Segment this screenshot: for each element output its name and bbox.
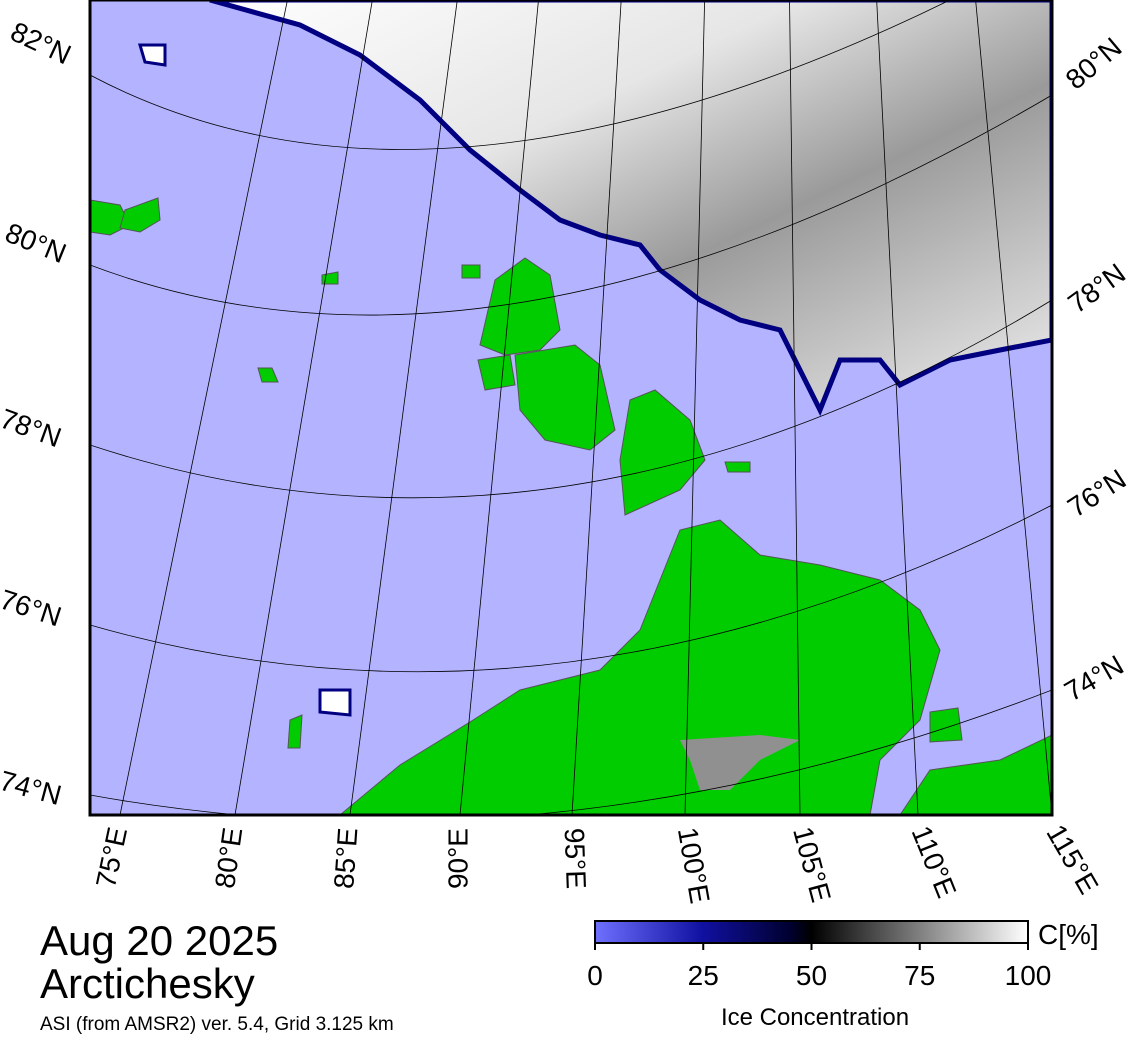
lon-label: 105°E bbox=[787, 823, 837, 905]
map-frame bbox=[88, 0, 1054, 817]
colorbar-tick-label: 0 bbox=[587, 960, 603, 991]
meridian bbox=[571, 0, 622, 815]
lat-label: 74°N bbox=[1059, 649, 1129, 707]
lon-label: 110°E bbox=[906, 821, 963, 902]
lat-label: 82°N bbox=[6, 16, 76, 71]
colorbar-tick-label: 25 bbox=[688, 960, 719, 991]
lat-label: 80°N bbox=[1060, 31, 1128, 95]
lat-label: 78°N bbox=[0, 403, 65, 454]
lon-label: 100°E bbox=[672, 825, 716, 906]
lat-label: 76°N bbox=[0, 584, 65, 633]
lat-label: 74°N bbox=[0, 765, 65, 811]
meridian bbox=[119, 0, 288, 815]
region: Arctichesky bbox=[40, 960, 255, 1007]
date: Aug 20 2025 bbox=[40, 917, 278, 964]
lon-label: 95°E bbox=[559, 827, 592, 889]
graticule bbox=[90, 0, 1052, 815]
lat-label: 78°N bbox=[1062, 257, 1131, 319]
colorbar-tick-label: 100 bbox=[1005, 960, 1052, 991]
lat-label: 80°N bbox=[1, 217, 71, 269]
meridian bbox=[975, 0, 1052, 815]
sea-ice bbox=[209, 0, 1052, 417]
meridian bbox=[349, 0, 458, 815]
meridian bbox=[789, 0, 801, 815]
lon-label: 80°E bbox=[209, 826, 248, 891]
lat-label: 76°N bbox=[1062, 463, 1131, 523]
lon-label: 115°E bbox=[1040, 819, 1104, 899]
lon-label: 90°E bbox=[442, 828, 473, 889]
land-ice bbox=[680, 735, 800, 790]
map bbox=[90, 0, 1052, 815]
ice-patch bbox=[318, 688, 352, 717]
colorbar bbox=[594, 920, 1029, 944]
colorbar-tick-label: 75 bbox=[904, 960, 935, 991]
colorbar-tick-label: 50 bbox=[796, 960, 827, 991]
lon-label: 75°E bbox=[90, 824, 133, 890]
meridian bbox=[459, 0, 539, 815]
meridian bbox=[876, 0, 919, 815]
source: ASI (from AMSR2) ver. 5.4, Grid 3.125 km bbox=[40, 1014, 394, 1035]
colorbar-title: Ice Concentration bbox=[721, 1004, 909, 1031]
colorbar-unit: C[%] bbox=[1038, 919, 1099, 950]
ice-patch bbox=[137, 43, 167, 67]
lon-label: 85°E bbox=[328, 827, 363, 890]
meridian bbox=[684, 0, 706, 815]
meridian bbox=[234, 0, 373, 815]
